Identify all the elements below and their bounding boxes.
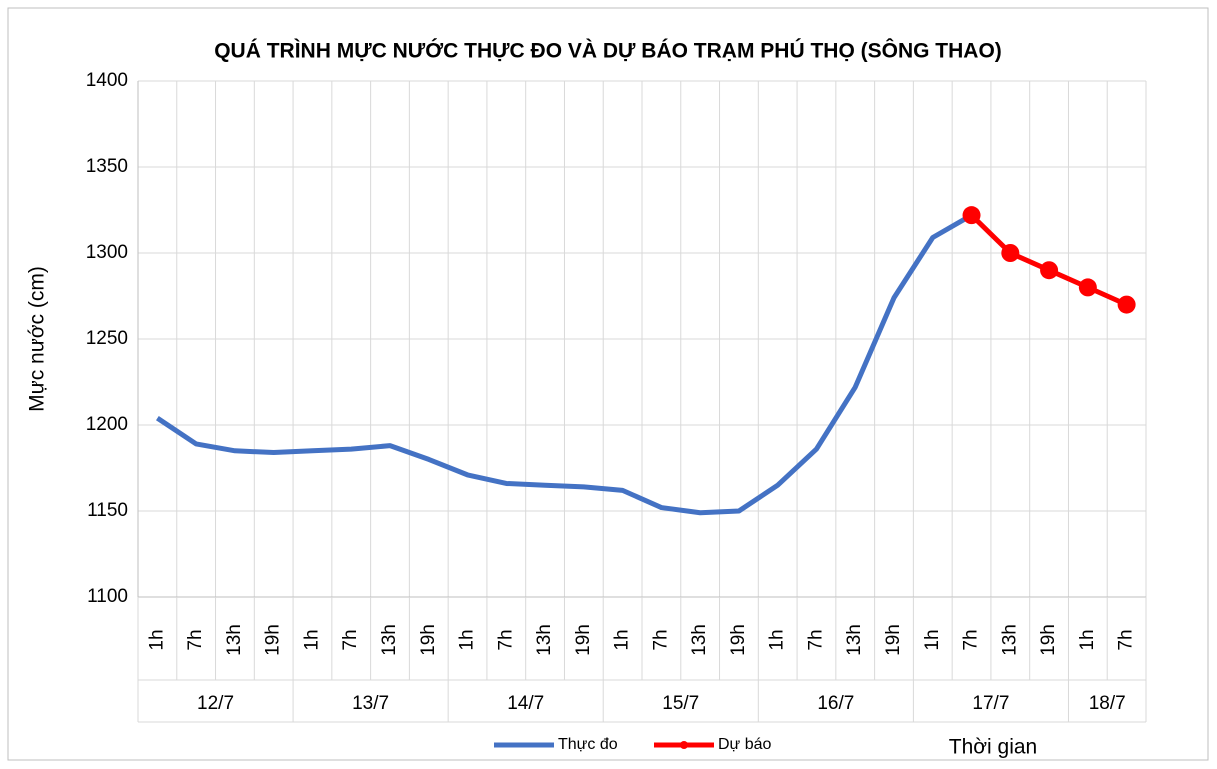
x-tick-label: 1h — [457, 629, 478, 650]
group-label: 16/7 — [817, 693, 854, 714]
x-tick-label: 19h — [263, 624, 284, 656]
x-tick-label: 13h — [534, 624, 555, 656]
x-tick-label: 19h — [418, 624, 439, 656]
y-tick-label: 1350 — [86, 156, 128, 177]
x-tick-label: 13h — [689, 624, 710, 656]
x-tick-label: 19h — [883, 624, 904, 656]
x-tick-label: 7h — [805, 629, 826, 650]
y-tick-label: 1200 — [86, 414, 128, 435]
x-tick-label: 19h — [728, 624, 749, 656]
series-marker — [962, 206, 981, 225]
group-label: 18/7 — [1089, 693, 1126, 714]
y-tick-label: 1100 — [87, 586, 128, 607]
x-tick-label: 7h — [650, 629, 671, 650]
series-marker — [1078, 278, 1097, 297]
group-label: 15/7 — [662, 693, 699, 714]
y-tick-label: 1300 — [86, 242, 128, 263]
x-tick-label: 13h — [999, 624, 1020, 656]
chart-title: QUÁ TRÌNH MỰC NƯỚC THỰC ĐO VÀ DỰ BÁO TRẠ… — [214, 39, 1002, 63]
x-tick-label: 13h — [224, 624, 245, 656]
x-tick-label: 1h — [612, 629, 633, 650]
series-marker — [1001, 244, 1020, 262]
x-tick-label: 7h — [1116, 629, 1137, 650]
legend-marker — [680, 741, 688, 749]
y-tick-label: 1250 — [86, 328, 128, 349]
x-tick-label: 19h — [573, 624, 594, 656]
chart-border — [7, 7, 1209, 761]
x-tick-label: 13h — [379, 624, 400, 656]
x-tick-label: 1h — [146, 629, 167, 650]
x-tick-label: 1h — [922, 629, 943, 650]
y-axis-label: Mực nước (cm) — [26, 266, 49, 412]
y-tick-label: 1150 — [87, 500, 128, 521]
group-label: 14/7 — [507, 693, 544, 714]
legend-label: Thực đo — [558, 736, 618, 753]
x-axis-label: Thời gian — [949, 736, 1037, 759]
x-tick-label: 19h — [1038, 624, 1059, 656]
series-marker — [1117, 295, 1136, 314]
series-marker — [1040, 261, 1059, 280]
x-tick-label: 1h — [767, 629, 788, 650]
x-tick-label: 7h — [961, 629, 982, 650]
group-label: 12/7 — [197, 693, 234, 714]
x-tick-label: 13h — [844, 624, 865, 656]
x-tick-label: 1h — [1077, 629, 1098, 650]
legend-label: Dự báo — [718, 736, 772, 753]
y-tick-label: 1400 — [86, 70, 128, 91]
group-label: 13/7 — [352, 693, 389, 714]
series-line — [155, 212, 973, 516]
x-tick-label: 7h — [495, 629, 516, 650]
x-tick-label: 7h — [340, 629, 361, 650]
x-tick-label: 7h — [185, 629, 206, 650]
x-tick-label: 1h — [301, 629, 322, 650]
group-label: 17/7 — [972, 693, 1009, 714]
